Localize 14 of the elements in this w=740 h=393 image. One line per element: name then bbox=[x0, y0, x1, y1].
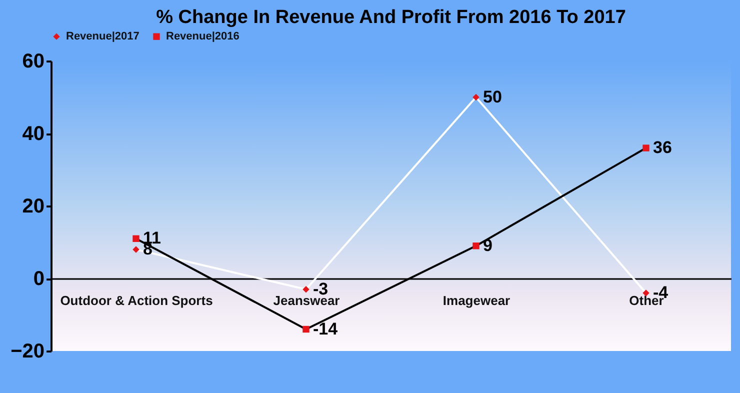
legend-label: Revenue|2017 bbox=[66, 30, 140, 43]
y-tick-label: 40 bbox=[22, 123, 44, 145]
chart-title: % Change In Revenue And Profit From 2016 To 2017 bbox=[156, 7, 626, 28]
data-label: 36 bbox=[653, 138, 672, 157]
data-label: -14 bbox=[313, 319, 338, 338]
data-label: 50 bbox=[483, 87, 502, 106]
data-label: -3 bbox=[313, 279, 328, 298]
y-tick-label: 60 bbox=[22, 50, 44, 72]
y-tick-label: 0 bbox=[33, 268, 44, 290]
x-tick-label: Outdoor & Action Sports bbox=[60, 293, 213, 308]
x-tick-label: Imagewear bbox=[442, 293, 510, 308]
y-tick-label: 20 bbox=[22, 196, 44, 218]
legend-label: Revenue|2016 bbox=[166, 30, 240, 43]
y-tick-label: −20 bbox=[10, 340, 44, 362]
